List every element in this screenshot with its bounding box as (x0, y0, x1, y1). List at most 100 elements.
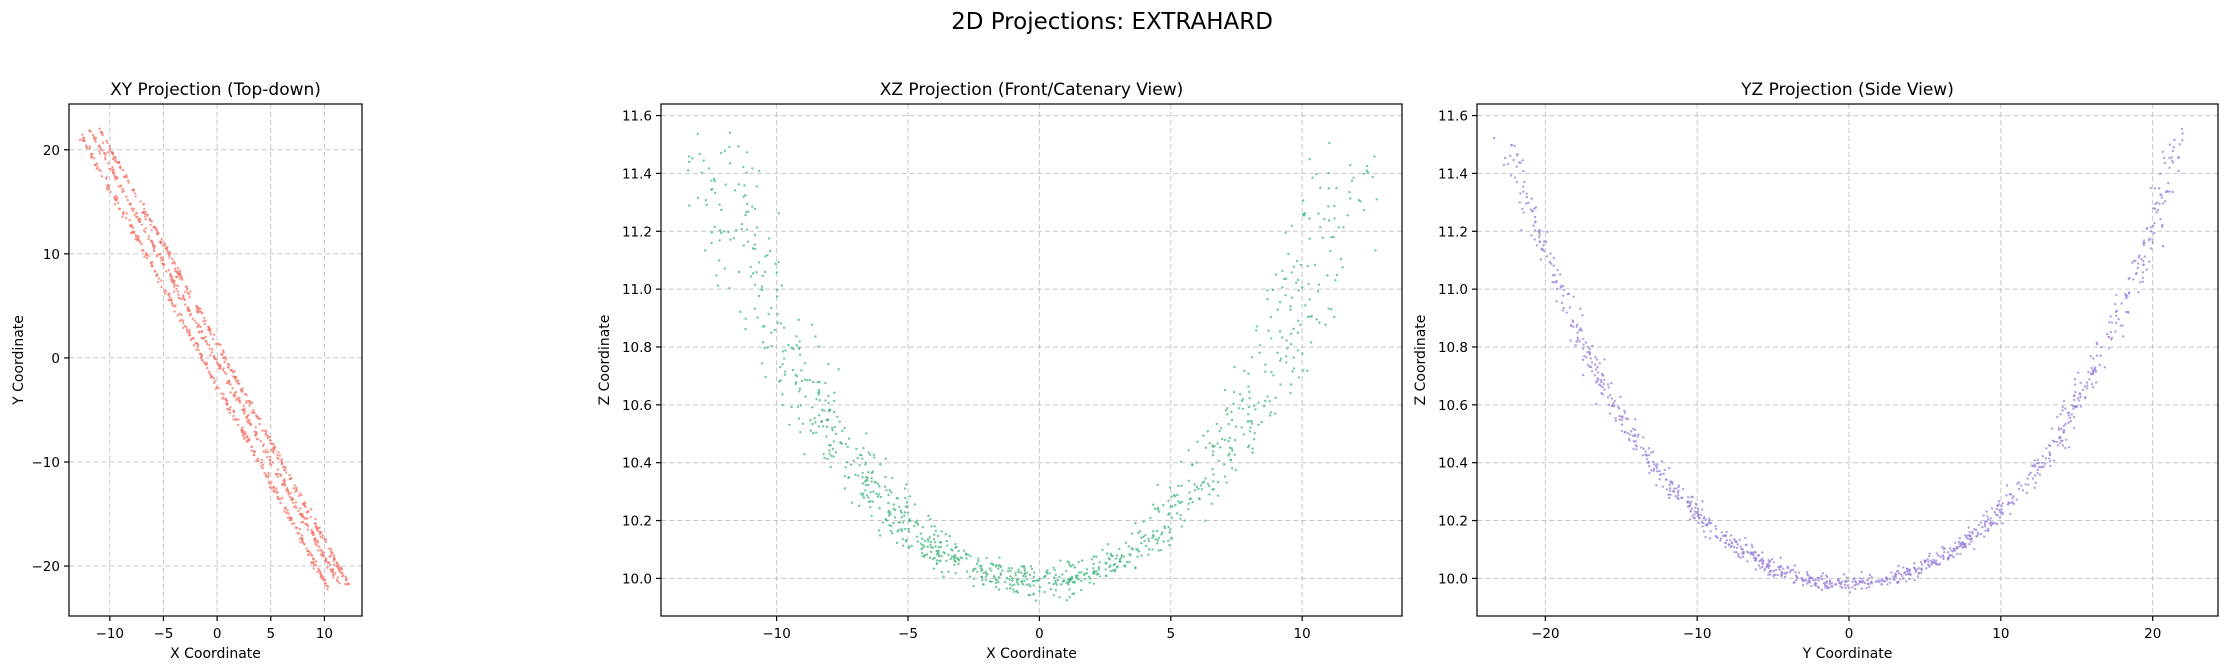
scatter-point (728, 145, 731, 149)
scatter-point (713, 191, 717, 195)
scatter-point (81, 133, 84, 136)
scatter-point (266, 436, 269, 440)
scatter-point (1162, 504, 1165, 507)
scatter-point (2127, 292, 2131, 295)
scatter-point (1120, 553, 1123, 557)
scatter-point (2159, 217, 2162, 221)
scatter-point (215, 385, 219, 389)
scatter-point (1115, 554, 1119, 557)
scatter-point (250, 449, 253, 452)
scatter-point (1674, 495, 1677, 498)
scatter-point (1234, 425, 1238, 428)
scatter-point (1738, 538, 1741, 542)
scatter-point (1786, 565, 1789, 568)
scatter-point (1279, 357, 1283, 360)
scatter-point (857, 504, 861, 508)
scatter-point (794, 382, 798, 386)
scatter-point (1534, 220, 1537, 224)
scatter-point (1362, 208, 1366, 212)
scatter-point (1177, 500, 1180, 503)
scatter-point (1574, 344, 1577, 347)
scatter-point (286, 509, 289, 512)
scatter-point (1642, 436, 1645, 439)
scatter-point (930, 525, 933, 528)
scatter-point (1778, 568, 1781, 572)
scatter-point (127, 181, 130, 184)
scatter-point (1033, 579, 1036, 583)
scatter-point (205, 363, 208, 366)
scatter-point (2001, 502, 2004, 505)
scatter-point (1137, 531, 1140, 535)
scatter-point (963, 549, 966, 552)
scatter-point (331, 570, 335, 574)
scatter-point (1038, 589, 1041, 593)
scatter-point (932, 538, 936, 541)
scatter-point (1870, 580, 1873, 583)
scatter-point (1768, 570, 1771, 574)
scatter-point (797, 417, 801, 420)
panel-title: XY Projection (Top-down) (110, 80, 321, 100)
scatter-point (1095, 570, 1098, 573)
scatter-point (719, 231, 723, 235)
scatter-point (1660, 460, 1664, 463)
scatter-point (1204, 446, 1208, 449)
scatter-point (235, 418, 238, 422)
scatter-point (294, 506, 298, 510)
scatter-point (971, 569, 975, 572)
scatter-point (288, 477, 292, 481)
scatter-point (844, 442, 848, 446)
scatter-point (1175, 512, 1179, 515)
scatter-point (178, 271, 181, 275)
scatter-point (2067, 421, 2070, 425)
scatter-point (1822, 581, 1826, 585)
scatter-point (1366, 164, 1369, 168)
scatter-point (888, 523, 891, 527)
scatter-point (1177, 484, 1180, 488)
scatter-point (1518, 161, 1521, 164)
scatter-point (1212, 473, 1215, 476)
scatter-point (1950, 554, 1954, 557)
scatter-point (324, 537, 327, 541)
scatter-point (1337, 226, 1341, 229)
scatter-point (98, 149, 101, 152)
scatter-point (159, 241, 163, 245)
scatter-point (1309, 341, 1313, 344)
scatter-point (1327, 171, 1330, 175)
scatter-point (1586, 345, 1590, 349)
scatter-point (1808, 578, 1811, 581)
scatter-point (843, 426, 846, 430)
scatter-point (2141, 271, 2145, 274)
scatter-point (1247, 385, 1250, 388)
scatter-point (1589, 365, 1593, 369)
scatter-point (94, 163, 98, 166)
scatter-point (1976, 531, 1980, 534)
scatter-point (2152, 224, 2155, 228)
scatter-point (893, 508, 897, 512)
scatter-point (1519, 192, 1522, 195)
scatter-point (1521, 207, 1524, 211)
panel-yz: −20 −10 0 10 2010.010.210.410.610.811.011.21… (1413, 80, 2219, 662)
scatter-point (2181, 132, 2184, 135)
scatter-point (1023, 569, 1026, 572)
scatter-point (841, 429, 844, 433)
scatter-point (1812, 578, 1815, 582)
scatter-point (1740, 548, 1743, 551)
scatter-point (818, 380, 821, 384)
scatter-point (1600, 372, 1604, 376)
scatter-point (332, 576, 335, 579)
scatter-point (2170, 156, 2173, 159)
scatter-point (997, 588, 1001, 591)
scatter-point (1983, 525, 1987, 528)
scatter-point (930, 550, 933, 554)
scatter-point (299, 540, 302, 544)
scatter-point (2058, 437, 2061, 440)
scatter-point (1920, 563, 1924, 566)
scatter-point (311, 554, 314, 557)
scatter-point (1552, 264, 1555, 267)
scatter-point (314, 542, 317, 546)
scatter-point (1943, 547, 1947, 550)
scatter-point (255, 414, 258, 418)
scatter-point (1694, 506, 1697, 509)
scatter-point (1289, 332, 1293, 336)
scatter-point (2114, 321, 2118, 325)
